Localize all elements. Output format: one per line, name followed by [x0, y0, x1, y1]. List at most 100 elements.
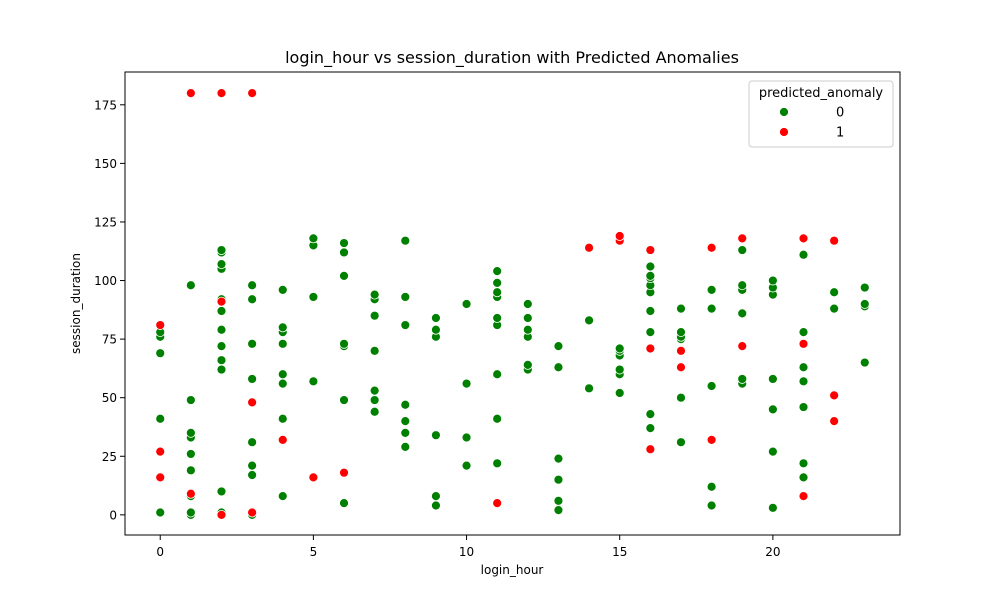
point-series-0-37: [277, 369, 288, 380]
point-series-1-32: [829, 235, 840, 246]
x-tick-label-1: 5: [310, 545, 318, 559]
point-series-0-9: [185, 449, 196, 459]
y-tick-label-6: 150: [94, 157, 117, 171]
point-series-1-30: [829, 416, 840, 427]
point-series-0-11: [185, 427, 196, 438]
point-series-0-52: [339, 238, 349, 248]
point-series-0-96: [553, 362, 564, 373]
point-series-1-6: [216, 296, 227, 307]
point-series-0-107: [645, 409, 656, 420]
legend-marker-1: [779, 127, 789, 137]
point-series-0-50: [339, 270, 349, 281]
point-series-0-97: [553, 341, 564, 352]
point-series-0-108: [645, 327, 656, 337]
point-series-0-53: [369, 406, 380, 417]
point-series-0-98: [584, 383, 594, 394]
y-axis: 0 25 50 75 100 125 150 175: [94, 98, 125, 522]
point-series-0-59: [369, 289, 380, 300]
point-series-1-7: [216, 88, 227, 98]
point-series-0-87: [522, 359, 533, 370]
point-series-0-113: [645, 270, 656, 281]
x-tick-label-0: 0: [156, 545, 164, 559]
point-series-0-38: [277, 338, 288, 349]
point-series-0-123: [706, 381, 717, 391]
point-series-0-106: [645, 423, 656, 434]
y-tick-label-3: 75: [102, 333, 117, 347]
point-series-0-76: [461, 299, 472, 309]
point-series-0-51: [339, 247, 349, 258]
point-series-0-122: [706, 481, 717, 492]
point-series-0-30: [247, 374, 258, 384]
point-series-1-26: [737, 233, 748, 244]
point-series-0-134: [767, 404, 778, 415]
x-axis: 0 5 10 15 20: [156, 535, 781, 559]
point-series-0-114: [645, 261, 656, 272]
point-series-0-42: [308, 376, 319, 387]
point-series-0-95: [553, 453, 564, 464]
point-series-0-40: [277, 322, 288, 333]
point-series-0-63: [400, 399, 411, 410]
point-series-0-100: [614, 388, 625, 398]
point-series-1-20: [645, 245, 656, 255]
point-series-0-116: [676, 392, 686, 403]
y-axis-label: session_duration: [69, 253, 83, 354]
point-series-1-5: [216, 509, 227, 520]
point-series-0-90: [522, 313, 533, 323]
y-tick-label-5: 125: [94, 215, 117, 229]
point-series-0-36: [277, 378, 288, 389]
point-series-0-94: [553, 474, 564, 485]
point-series-0-102: [614, 364, 625, 375]
point-series-0-35: [277, 413, 288, 424]
plot-frame: [124, 71, 901, 536]
point-series-0-131: [737, 245, 748, 255]
legend-title: predicted_anomaly: [759, 86, 884, 101]
point-series-0-60: [400, 441, 411, 452]
y-tick-label-0: 0: [109, 508, 117, 522]
point-series-0-75: [461, 378, 472, 389]
point-series-0-109: [645, 306, 656, 316]
point-series-1-10: [247, 88, 258, 98]
point-series-0-141: [798, 402, 809, 412]
point-series-1-9: [247, 397, 258, 408]
point-series-0-15: [216, 486, 227, 497]
legend-label-0: 0: [836, 106, 844, 121]
point-series-1-28: [798, 338, 809, 349]
point-series-1-21: [676, 362, 686, 373]
point-series-0-55: [369, 385, 380, 396]
point-series-0-47: [339, 395, 349, 405]
point-series-0-68: [431, 491, 441, 502]
point-series-0-144: [798, 327, 809, 337]
y-tick-label-4: 100: [94, 274, 117, 288]
point-series-1-12: [308, 472, 319, 483]
point-series-0-66: [400, 235, 411, 246]
point-series-0-73: [461, 460, 472, 471]
point-series-1-3: [185, 488, 196, 499]
point-series-0-31: [247, 338, 258, 349]
point-series-0-28: [247, 460, 258, 471]
point-series-0-19: [216, 324, 227, 335]
point-series-0-79: [492, 369, 503, 380]
point-series-1-25: [737, 341, 748, 352]
x-tick-label-2: 10: [459, 545, 474, 559]
legend-marker-0: [779, 107, 789, 117]
point-series-0-147: [829, 287, 840, 298]
point-series-0-139: [798, 472, 809, 483]
legend: predicted_anomaly 0 1: [748, 80, 894, 148]
y-tick-label-7: 175: [94, 98, 117, 112]
point-series-0-105: [614, 343, 625, 354]
point-series-0-133: [767, 446, 778, 457]
point-series-0-71: [431, 324, 441, 335]
point-series-0-142: [798, 376, 809, 387]
point-series-0-74: [461, 432, 472, 443]
point-series-0-143: [798, 362, 809, 373]
point-series-0-83: [492, 287, 503, 298]
point-series-0-29: [247, 437, 258, 448]
point-series-0-17: [216, 355, 227, 366]
point-series-0-13: [185, 280, 196, 291]
point-series-0-41: [277, 285, 288, 295]
point-series-0-56: [369, 345, 380, 356]
point-series-0-93: [553, 495, 564, 506]
point-series-1-22: [676, 345, 686, 356]
point-series-1-13: [339, 467, 349, 478]
point-series-0-8: [185, 465, 196, 476]
